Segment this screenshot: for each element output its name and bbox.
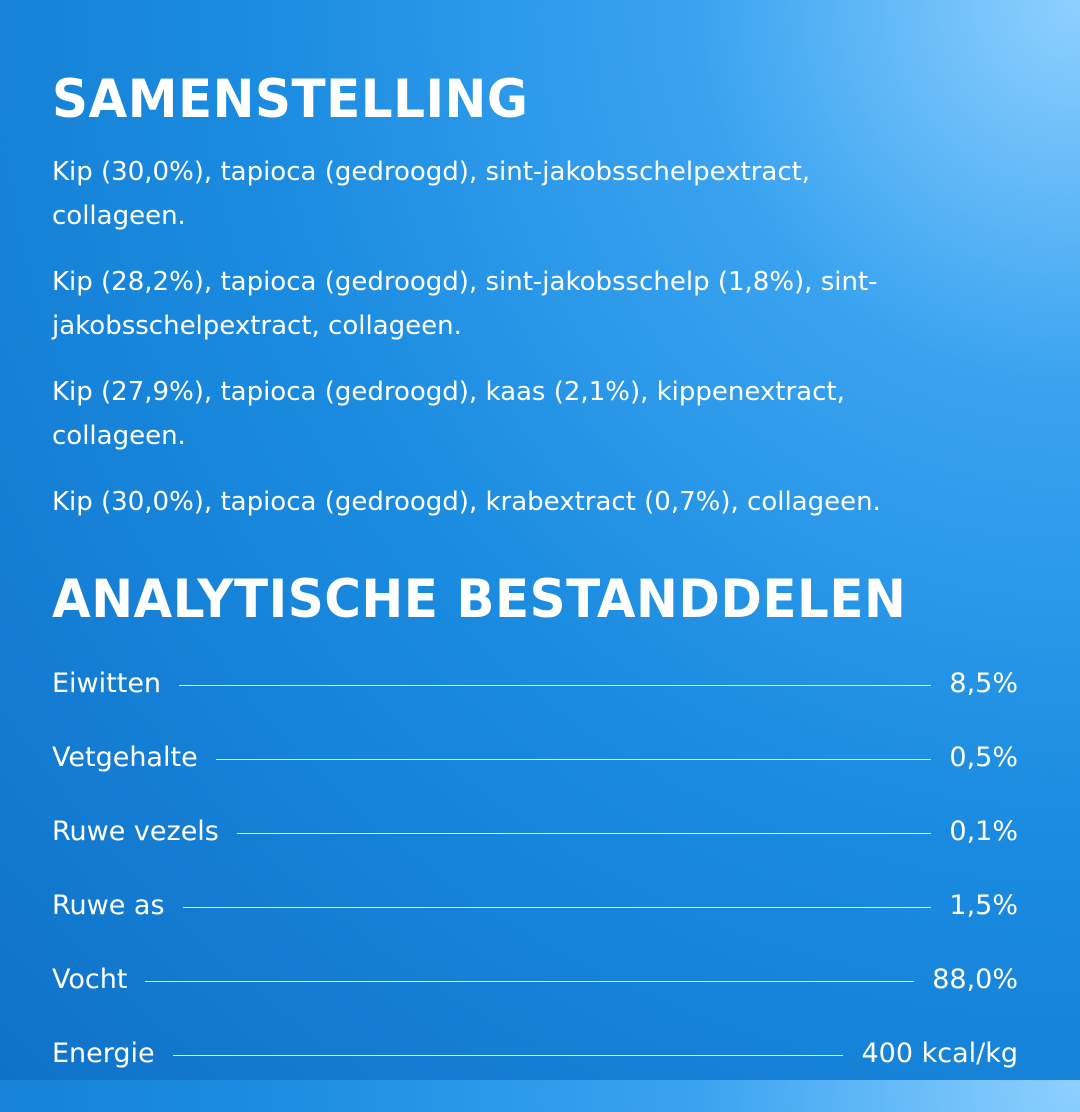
nutrient-name: Vetgehalte (52, 742, 198, 773)
ingredient-text: Kip (28,2%), tapioca (gedroogd), sint-ja… (52, 267, 878, 341)
leader-line (236, 833, 932, 834)
analysis-row: Vocht 88,0% (52, 964, 1018, 1038)
nutrient-name: Ruwe as (52, 890, 165, 921)
composition-list: Kip (30,0%), tapioca (gedroogd), sint-ja… (52, 150, 1018, 524)
leader-line (182, 907, 932, 908)
nutrient-name: Eiwitten (52, 668, 162, 699)
leader-line (215, 759, 932, 760)
nutrient-value: 0,5% (949, 742, 1018, 773)
section-title: ANALYTISCHE BESTANDDELEN (52, 568, 907, 630)
nutrient-name: Energie (52, 1038, 155, 1069)
nutrient-value: 400 kcal/kg (861, 1038, 1018, 1069)
ingredient-text: Kip (30,0%), tapioca (gedroogd), krabext… (52, 487, 881, 517)
nutrient-value: 0,1% (949, 816, 1018, 847)
section-title: SAMENSTELLING (52, 68, 529, 130)
nutrient-name: Vocht (52, 964, 128, 995)
analysis-row: Vetgehalte 0,5% (52, 742, 1018, 816)
analysis-row: Eiwitten 8,5% (52, 668, 1018, 742)
analysis-row: Ruwe as 1,5% (52, 890, 1018, 964)
content: SAMENSTELLING Kip (30,0%), tapioca (gedr… (52, 68, 1018, 1112)
nutrient-value: 88,0% (932, 964, 1018, 995)
leader-line (179, 685, 932, 686)
page: SAMENSTELLING Kip (30,0%), tapioca (gedr… (0, 0, 1080, 1080)
analysis-row: Energie 400 kcal/kg (52, 1038, 1018, 1112)
nutrient-value: 8,5% (949, 668, 1018, 699)
leader-line (145, 981, 915, 982)
analysis-row: Ruwe vezels 0,1% (52, 816, 1018, 890)
nutrient-name: Ruwe vezels (52, 816, 219, 847)
leader-line (172, 1055, 844, 1056)
nutrient-value: 1,5% (949, 890, 1018, 921)
ingredient-text: Kip (30,0%), tapioca (gedroogd), sint-ja… (52, 157, 811, 231)
ingredient-text: Kip (27,9%), tapioca (gedroogd), kaas (2… (52, 377, 845, 451)
analysis-table: Eiwitten 8,5% Vetgehalte 0,5% Ruwe vezels 0,1… (52, 668, 1018, 1112)
